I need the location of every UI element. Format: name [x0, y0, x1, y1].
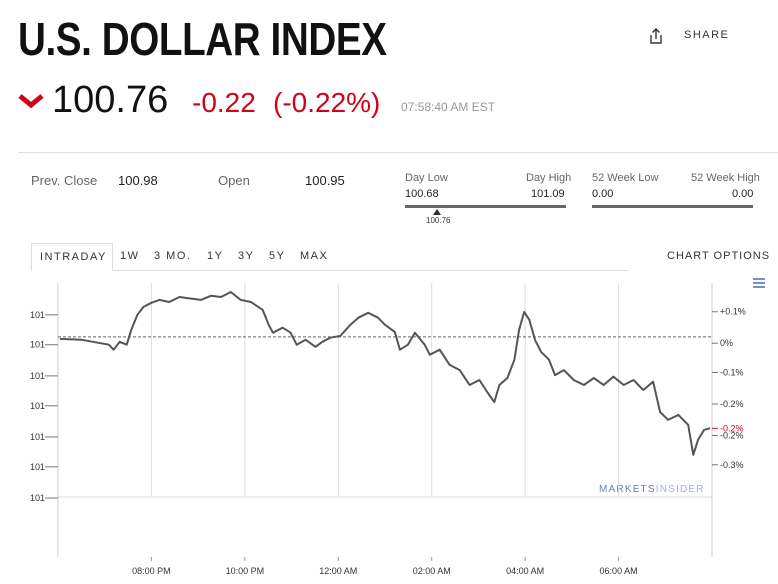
- watermark-part: MARKETS: [599, 484, 656, 495]
- day-range-marker-label: 100.76: [426, 216, 451, 225]
- stat-value: 0.00: [732, 188, 754, 200]
- y-tick-label: 101: [30, 371, 45, 381]
- x-tick-label: 12:00 AM: [319, 566, 357, 576]
- timestamp: 07:58:40 AM EST: [401, 100, 496, 114]
- x-tick-label: 06:00 AM: [600, 566, 638, 576]
- x-tick-label: 04:00 AM: [506, 566, 544, 576]
- stat-value: 101.09: [531, 188, 565, 200]
- stat-value: 100.95: [305, 173, 345, 188]
- tab[interactable]: 1W: [120, 250, 140, 262]
- current-label: -0.2%: [720, 423, 744, 433]
- y-tick-label: 101: [30, 462, 45, 472]
- title: U.S. DOLLAR INDEX: [18, 13, 387, 65]
- y2-tick-label: +0.1%: [720, 307, 746, 317]
- share-button[interactable]: SHARE: [684, 29, 730, 41]
- week52-range-bar: [592, 205, 753, 208]
- x-tick-label: 08:00 PM: [132, 566, 171, 576]
- share-icon[interactable]: [648, 27, 664, 45]
- stat-label: Day Low: [405, 172, 448, 184]
- x-tick-label: 10:00 PM: [226, 566, 265, 576]
- y-tick-label: 101: [30, 401, 45, 411]
- menu-icon[interactable]: [752, 277, 766, 289]
- tab-divider: [112, 270, 628, 271]
- down-arrow-icon: [18, 94, 44, 109]
- tab[interactable]: INTRADAY: [40, 251, 107, 263]
- stat-value: 100.68: [405, 188, 439, 200]
- y2-tick-label: 0%: [720, 338, 733, 348]
- x-tick-label: 02:00 AM: [413, 566, 451, 576]
- y-tick-label: 101: [30, 432, 45, 442]
- price-change: -0.22: [192, 87, 256, 118]
- chart-options-button[interactable]: CHART OPTIONS: [667, 250, 771, 262]
- y2-tick-label: -0.2%: [720, 430, 744, 440]
- day-range-marker: [433, 209, 441, 215]
- active-tab[interactable]: [31, 243, 113, 271]
- tab[interactable]: MAX: [300, 250, 329, 262]
- tab[interactable]: 1Y: [207, 250, 224, 262]
- y2-tick-label: -0.2%: [720, 399, 744, 409]
- divider: [18, 152, 778, 153]
- stat-label: 52 Week Low: [592, 172, 659, 184]
- stat-label: Day High: [526, 172, 572, 184]
- tab[interactable]: 3 MO.: [154, 250, 192, 262]
- price-line: [59, 291, 711, 456]
- price: 100.76: [52, 79, 169, 121]
- watermark: MARKETSINSIDER: [599, 484, 705, 495]
- y2-tick-label: -0.1%: [720, 368, 744, 378]
- price-change-pct: (-0.22%): [273, 87, 381, 118]
- stat-label: Open: [218, 173, 250, 188]
- tab[interactable]: 3Y: [238, 250, 255, 262]
- day-range-bar: [405, 205, 566, 208]
- tab[interactable]: 5Y: [269, 250, 286, 262]
- stat-value: 100.98: [118, 173, 158, 188]
- stat-value: 0.00: [592, 188, 614, 200]
- y-tick-label: 101: [30, 340, 45, 350]
- watermark-part: INSIDER: [656, 484, 705, 495]
- stat-label: 52 Week High: [691, 172, 760, 184]
- y-tick-label: 101: [30, 310, 45, 320]
- y-tick-label: 101: [30, 493, 45, 503]
- y2-tick-label: -0.3%: [720, 460, 744, 470]
- stat-label: Prev. Close: [31, 173, 98, 188]
